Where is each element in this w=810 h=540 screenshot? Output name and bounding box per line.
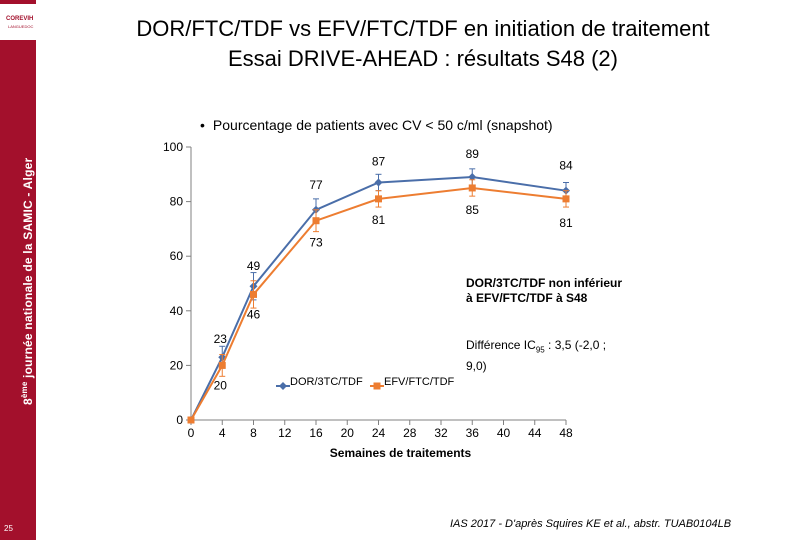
y-tick-label: 0 <box>176 413 183 427</box>
page-number: 25 <box>4 524 13 533</box>
x-tick-label: 48 <box>559 426 573 440</box>
x-tick-label: 40 <box>497 426 511 440</box>
x-tick-label: 24 <box>372 426 386 440</box>
data-label: 87 <box>372 154 386 168</box>
x-tick-label: 0 <box>188 426 195 440</box>
data-label: 85 <box>466 203 480 217</box>
x-tick-label: 32 <box>434 426 448 440</box>
title-line-1: DOR/FTC/TDF vs EFV/FTC/TDF en initiation… <box>136 16 710 41</box>
data-label: 46 <box>247 307 261 321</box>
data-point-efv <box>218 361 226 369</box>
slide-title: DOR/FTC/TDF vs EFV/FTC/TDF en initiation… <box>36 14 810 74</box>
corevih-logo: COREVIH LANGUEDOC <box>0 4 36 40</box>
difference-line-2: 9,0) <box>466 359 487 374</box>
chart-subtitle-text: Pourcentage de patients avec CV < 50 c/m… <box>212 117 553 133</box>
logo-text: COREVIH <box>6 16 34 22</box>
data-label: 81 <box>559 216 573 230</box>
data-point-efv <box>468 184 476 192</box>
data-label: 73 <box>309 236 323 250</box>
x-tick-label: 28 <box>403 426 417 440</box>
logo-subtext: LANGUEDOC <box>8 24 34 29</box>
y-tick-label: 80 <box>170 195 184 209</box>
data-point-efv <box>312 217 320 225</box>
legend-marker-dor <box>279 382 287 390</box>
difference-ci-sub: 95 <box>535 345 545 355</box>
y-tick-label: 60 <box>170 249 184 263</box>
difference-note: Différence IC95 : 3,5 (-2,0 ; 9,0) <box>466 337 606 374</box>
x-tick-label: 4 <box>219 426 226 440</box>
legend-label: EFV/FTC/TDF <box>384 376 455 388</box>
data-label: 20 <box>214 378 228 392</box>
y-tick-label: 40 <box>170 304 184 318</box>
x-tick-label: 16 <box>309 426 323 440</box>
legend-label: DOR/3TC/TDF <box>290 376 363 388</box>
data-point-efv <box>562 195 570 203</box>
x-tick-label: 20 <box>341 426 355 440</box>
chart-subtitle: • Pourcentage de patients avec CV < 50 c/… <box>200 117 553 133</box>
bullet-icon: • <box>200 117 205 133</box>
y-tick-label: 20 <box>170 358 184 372</box>
data-point-dor <box>468 173 477 182</box>
x-tick-label: 12 <box>278 426 292 440</box>
difference-label: Différence IC <box>466 338 536 352</box>
sidebar: COREVIH LANGUEDOC 8ème journée nationale… <box>0 0 36 540</box>
y-tick-label: 100 <box>163 140 183 154</box>
x-tick-label: 44 <box>528 426 542 440</box>
legend-marker-efv <box>373 382 381 390</box>
data-point-efv <box>375 195 382 203</box>
noninferiority-line-2: à EFV/FTC/TDF à S48 <box>466 291 588 305</box>
data-label: 23 <box>214 332 228 346</box>
data-point-dor <box>374 178 383 187</box>
data-label: 84 <box>559 159 573 173</box>
noninferiority-line-1: DOR/3TC/TDF non inférieur <box>466 276 622 290</box>
data-label: 81 <box>372 213 386 227</box>
noninferiority-note: DOR/3TC/TDF non inférieur à EFV/FTC/TDF … <box>466 276 622 306</box>
x-tick-label: 8 <box>250 426 257 440</box>
data-label: 77 <box>309 178 323 192</box>
title-line-2: Essai DRIVE-AHEAD : résultats S48 (2) <box>227 46 618 71</box>
data-label: 89 <box>466 147 480 161</box>
x-axis-title: Semaines de traitements <box>330 446 472 460</box>
citation: IAS 2017 - D'après Squires KE et al., ab… <box>450 518 732 530</box>
data-point-efv <box>187 416 195 424</box>
x-tick-label: 36 <box>466 426 480 440</box>
data-label: 49 <box>247 259 261 273</box>
difference-value: : 3,5 (-2,0 ; <box>544 338 607 352</box>
data-point-efv <box>250 290 257 298</box>
